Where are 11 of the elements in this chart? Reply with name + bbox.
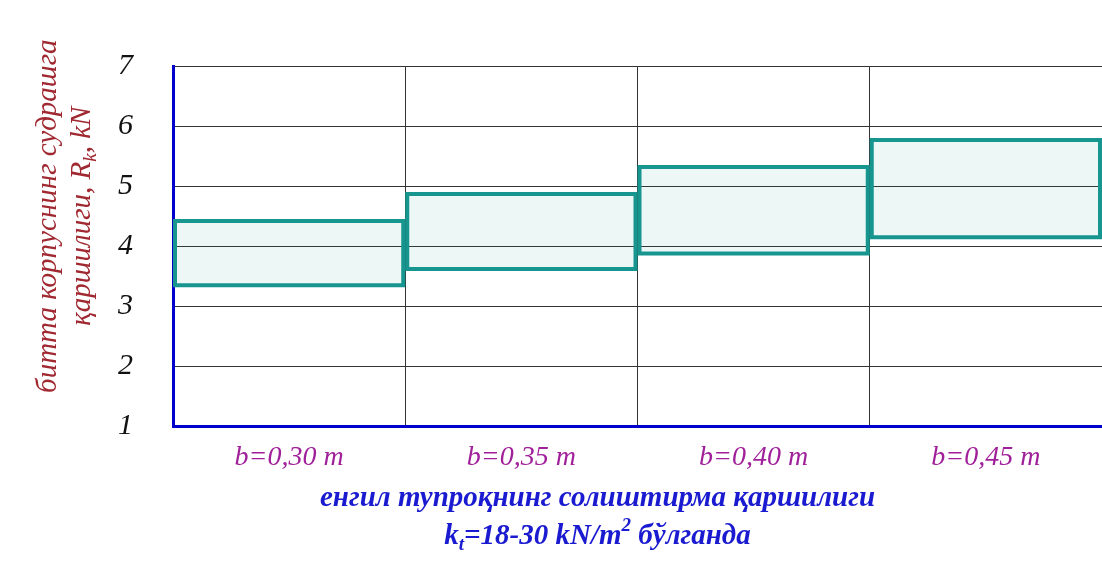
y-tick-label: 2 (118, 347, 133, 381)
y-tick-label: 5 (118, 167, 133, 201)
x-tick-label: b=0,45 m (931, 439, 1041, 471)
y-tick-label: 6 (118, 106, 133, 140)
y-tick-label: 3 (117, 287, 133, 321)
x-tick-label: b=0,40 m (699, 439, 809, 471)
y-tick-label: 4 (118, 227, 133, 261)
x-tick-label: b=0,30 m (234, 439, 344, 471)
x-tick-label: b=0,35 m (466, 439, 576, 471)
y-tick-label: 1 (118, 407, 133, 441)
y-tick-label: 7 (118, 46, 135, 80)
